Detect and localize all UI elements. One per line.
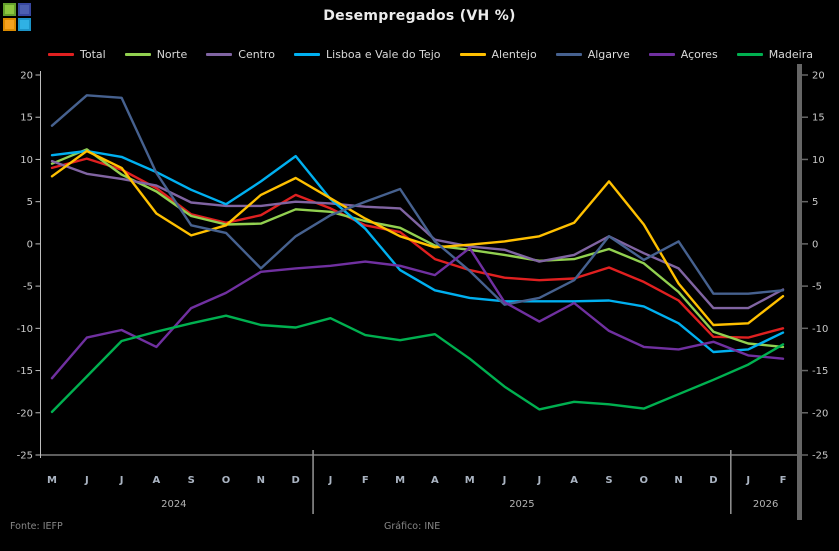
legend-swatch-lvt	[294, 53, 321, 56]
y-tick-label-right: -15	[812, 366, 828, 377]
y-tick-label-right: 5	[812, 197, 818, 208]
series-line-total	[50, 157, 785, 339]
x-tick-label: F	[362, 475, 369, 486]
x-tick-label: S	[188, 475, 195, 486]
legend-item-madeira: Madeira	[736, 48, 813, 61]
x-tick-label: D	[709, 475, 717, 486]
x-tick-label: A	[153, 475, 161, 486]
year-label: 2024	[161, 499, 186, 510]
legend-swatch-alentejo	[459, 53, 486, 56]
series-line-centro	[50, 159, 785, 310]
orange-square	[3, 18, 16, 31]
series-line-norte	[50, 148, 785, 349]
legend-item-alentejo: Alentejo	[459, 48, 537, 61]
year-label: 2026	[753, 499, 778, 510]
legend-label-total: Total	[80, 48, 106, 61]
x-tick-label: M	[395, 475, 405, 486]
legend-swatch-norte	[124, 53, 151, 56]
x-tick-label: J	[119, 475, 124, 486]
series-line-acores	[50, 246, 785, 380]
legend-item-algarve: Algarve	[555, 48, 630, 61]
legend-item-norte: Norte	[124, 48, 188, 61]
legend-label-lvt: Lisboa e Vale do Tejo	[326, 48, 441, 61]
series-line-madeira	[50, 314, 785, 414]
x-tick-label: J	[84, 475, 89, 486]
y-axis-right-bar	[797, 64, 802, 520]
page-title: Desempregados (VH %)	[323, 8, 516, 24]
x-tick-label: A	[570, 475, 578, 486]
y-tick-label-left: -20	[17, 408, 33, 419]
x-tick-label: J	[745, 475, 750, 486]
green-square	[3, 3, 16, 16]
legend-label-centro: Centro	[238, 48, 276, 61]
x-tick-label: J	[502, 475, 507, 486]
x-tick-label: J	[536, 475, 541, 486]
footer-credit: Gráfico: INE	[384, 521, 441, 532]
y-tick-label-left: 20	[20, 71, 33, 82]
y-tick-label-right: -10	[812, 324, 828, 335]
y-tick-label-left: 5	[27, 197, 33, 208]
y-tick-label-right: 0	[812, 239, 818, 250]
y-tick-label-left: -10	[17, 324, 33, 335]
x-tick-label: O	[222, 475, 231, 486]
series-line-algarve	[50, 94, 785, 306]
x-tick-label: N	[257, 475, 265, 486]
y-tick-label-right: 15	[812, 113, 825, 124]
legend-label-alentejo: Alentejo	[491, 48, 537, 61]
y-tick-label-left: 10	[20, 155, 33, 166]
blue-square	[18, 3, 31, 16]
y-tick-label-right: -5	[812, 282, 822, 293]
logo	[3, 3, 33, 33]
series-line-alentejo	[50, 149, 785, 327]
legend-label-madeira: Madeira	[768, 48, 813, 61]
y-tick-label-right: 10	[812, 155, 825, 166]
legend: Total Norte Centro Lisboa e Vale do Tejo Ale…	[36, 48, 825, 61]
legend-swatch-total	[48, 53, 74, 56]
y-tick-label-right: -20	[812, 408, 828, 419]
legend-item-acores: Açores	[648, 48, 718, 61]
x-tick-label: S	[605, 475, 612, 486]
y-tick-label-right: -25	[812, 451, 828, 462]
y-tick-label-left: -5	[23, 282, 33, 293]
legend-item-total: Total	[48, 48, 106, 61]
x-tick-label: O	[640, 475, 649, 486]
y-tick-label-left: -15	[17, 366, 33, 377]
y-tick-label-left: 15	[20, 113, 33, 124]
legend-item-lvt: Lisboa e Vale do Tejo	[294, 48, 441, 61]
legend-label-norte: Norte	[156, 48, 188, 61]
series-line-lvt	[50, 149, 785, 354]
x-tick-label: F	[780, 475, 787, 486]
footer-source: Fonte: IEFP	[10, 521, 63, 532]
cyan-square	[18, 18, 31, 31]
x-tick-label: J	[328, 475, 333, 486]
x-tick-label: M	[47, 475, 57, 486]
x-tick-label: M	[465, 475, 475, 486]
legend-label-algarve: Algarve	[587, 48, 630, 61]
x-tick-label: N	[674, 475, 682, 486]
legend-swatch-acores	[648, 53, 675, 56]
x-tick-label: A	[431, 475, 439, 486]
y-tick-label-left: -25	[17, 451, 33, 462]
x-tick-label: D	[292, 475, 300, 486]
year-label: 2025	[509, 499, 534, 510]
y-tick-label-left: 0	[27, 239, 33, 250]
legend-item-centro: Centro	[206, 48, 275, 61]
legend-swatch-madeira	[736, 53, 763, 56]
legend-label-acores: Açores	[680, 48, 718, 61]
legend-swatch-centro	[206, 53, 233, 56]
y-tick-label-right: 20	[812, 71, 825, 82]
legend-swatch-algarve	[555, 53, 582, 56]
